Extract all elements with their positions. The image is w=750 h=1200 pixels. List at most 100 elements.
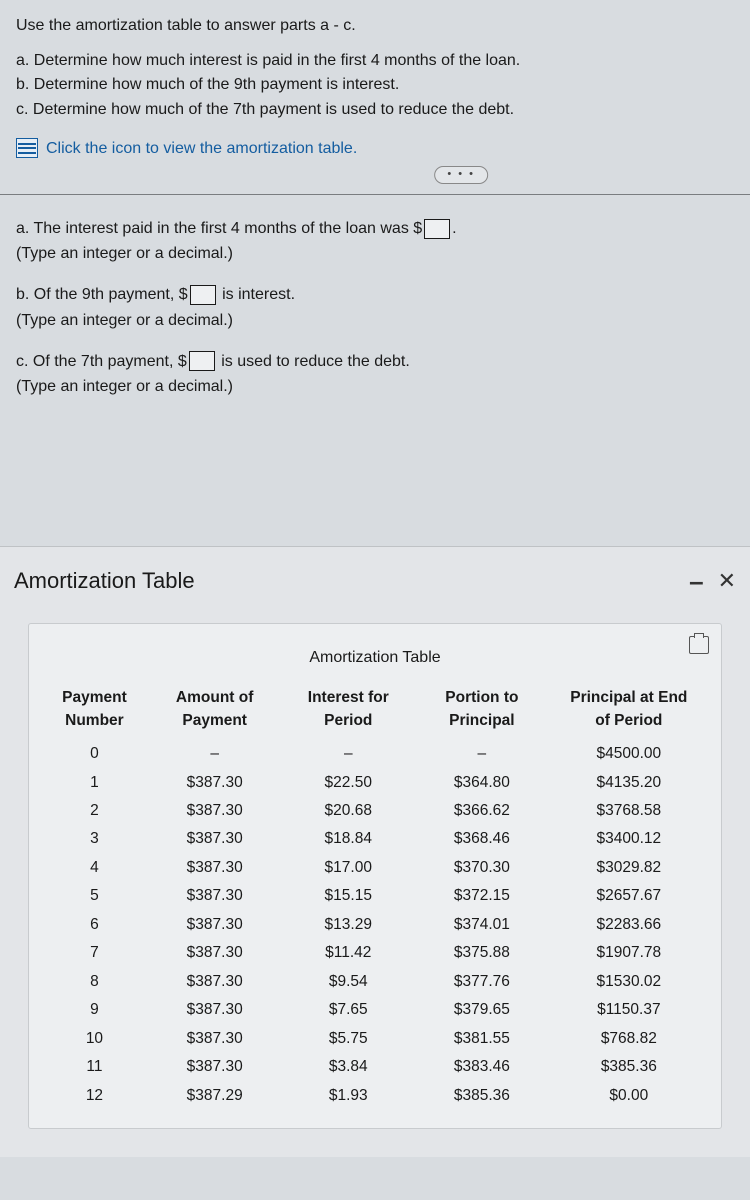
answer-b-input[interactable] — [190, 285, 216, 305]
table-cell: 10 — [41, 1025, 148, 1053]
table-cell: 5 — [41, 882, 148, 910]
table-cell: 1 — [41, 769, 148, 797]
table-cell: $4135.20 — [549, 769, 709, 797]
table-row: 6$387.30$13.29$374.01$2283.66 — [41, 911, 709, 939]
table-cell: $387.30 — [148, 939, 282, 967]
answer-c-hint: (Type an integer or a decimal.) — [16, 375, 734, 398]
panel-title: Amortization Table — [14, 565, 195, 597]
table-cell: $2283.66 — [549, 911, 709, 939]
table-cell: $387.30 — [148, 911, 282, 939]
table-header-cell: PaymentNumber — [41, 683, 148, 740]
ellipsis-pill[interactable]: • • • — [434, 166, 488, 184]
table-row: 2$387.30$20.68$366.62$3768.58 — [41, 797, 709, 825]
table-row: 4$387.30$17.00$370.30$3029.82 — [41, 854, 709, 882]
table-cell: $2657.67 — [549, 882, 709, 910]
table-cell: $375.88 — [415, 939, 549, 967]
table-cell: $374.01 — [415, 911, 549, 939]
table-container: Amortization Table PaymentNumberAmount o… — [28, 623, 722, 1129]
view-table-link[interactable]: Click the icon to view the amortization … — [46, 137, 357, 160]
answer-c: c. Of the 7th payment, $ is used to redu… — [16, 350, 734, 398]
table-cell: $366.62 — [415, 797, 549, 825]
answer-c-pre: c. Of the 7th payment, $ — [16, 353, 187, 370]
answer-b: b. Of the 9th payment, $ is interest. (T… — [16, 283, 734, 331]
table-cell: $387.30 — [148, 968, 282, 996]
table-row: 1$387.30$22.50$364.80$4135.20 — [41, 769, 709, 797]
table-cell: $13.29 — [281, 911, 415, 939]
table-cell: $385.36 — [549, 1053, 709, 1081]
divider: • • • — [16, 166, 734, 184]
question-list: a. Determine how much interest is paid i… — [16, 49, 734, 121]
question-c: c. Determine how much of the 7th payment… — [16, 98, 734, 121]
table-cell: $385.36 — [415, 1082, 549, 1110]
minimize-icon[interactable]: – — [689, 568, 703, 594]
table-cell: $11.42 — [281, 939, 415, 967]
answer-a-input[interactable] — [424, 219, 450, 239]
table-cell: $370.30 — [415, 854, 549, 882]
table-cell: $0.00 — [549, 1082, 709, 1110]
table-cell: 11 — [41, 1053, 148, 1081]
table-cell: 0 — [41, 740, 148, 768]
table-cell: $377.76 — [415, 968, 549, 996]
table-cell: 6 — [41, 911, 148, 939]
table-cell: $3400.12 — [549, 825, 709, 853]
table-cell: $5.75 — [281, 1025, 415, 1053]
table-cell: $3768.58 — [549, 797, 709, 825]
table-cell: $17.00 — [281, 854, 415, 882]
table-cell: $18.84 — [281, 825, 415, 853]
table-cell: $364.80 — [415, 769, 549, 797]
table-row: 10$387.30$5.75$381.55$768.82 — [41, 1025, 709, 1053]
table-header-cell: Interest forPeriod — [281, 683, 415, 740]
table-cell: $387.30 — [148, 825, 282, 853]
table-cell: $372.15 — [415, 882, 549, 910]
table-cell: $1150.37 — [549, 996, 709, 1024]
table-cell: $768.82 — [549, 1025, 709, 1053]
table-cell: $9.54 — [281, 968, 415, 996]
table-cell: – — [148, 740, 282, 768]
table-cell: 8 — [41, 968, 148, 996]
question-b: b. Determine how much of the 9th payment… — [16, 73, 734, 96]
table-cell: $368.46 — [415, 825, 549, 853]
answer-b-hint: (Type an integer or a decimal.) — [16, 309, 734, 332]
table-cell: $387.30 — [148, 882, 282, 910]
table-cell: $387.29 — [148, 1082, 282, 1110]
table-cell: $15.15 — [281, 882, 415, 910]
table-cell: $387.30 — [148, 797, 282, 825]
amortization-table: PaymentNumberAmount ofPaymentInterest fo… — [41, 683, 709, 1110]
table-cell: $383.46 — [415, 1053, 549, 1081]
table-cell: $387.30 — [148, 769, 282, 797]
table-cell: $387.30 — [148, 854, 282, 882]
table-cell: $387.30 — [148, 996, 282, 1024]
table-row: 12$387.29$1.93$385.36$0.00 — [41, 1082, 709, 1110]
question-section: Use the amortization table to answer par… — [0, 0, 750, 195]
table-cell: 7 — [41, 939, 148, 967]
table-title: Amortization Table — [41, 646, 709, 669]
question-a: a. Determine how much interest is paid i… — [16, 49, 734, 72]
answer-a-hint: (Type an integer or a decimal.) — [16, 242, 734, 265]
table-cell: $22.50 — [281, 769, 415, 797]
answer-c-post: is used to reduce the debt. — [217, 353, 410, 370]
table-row: 0–––$4500.00 — [41, 740, 709, 768]
table-cell: $3.84 — [281, 1053, 415, 1081]
table-header-cell: Amount ofPayment — [148, 683, 282, 740]
answer-a: a. The interest paid in the first 4 mont… — [16, 217, 734, 265]
table-cell: $387.30 — [148, 1053, 282, 1081]
answer-c-input[interactable] — [189, 351, 215, 371]
table-cell: $20.68 — [281, 797, 415, 825]
answer-b-pre: b. Of the 9th payment, $ — [16, 286, 188, 303]
table-cell: $7.65 — [281, 996, 415, 1024]
table-header-cell: Portion toPrincipal — [415, 683, 549, 740]
table-icon[interactable] — [16, 138, 38, 158]
intro-text: Use the amortization table to answer par… — [16, 14, 734, 37]
table-cell: $1907.78 — [549, 939, 709, 967]
close-icon[interactable]: ✕ — [718, 570, 736, 592]
table-row: 11$387.30$3.84$383.46$385.36 — [41, 1053, 709, 1081]
answer-a-post: . — [452, 220, 456, 237]
table-cell: $3029.82 — [549, 854, 709, 882]
table-cell: – — [415, 740, 549, 768]
table-cell: 2 — [41, 797, 148, 825]
table-row: 7$387.30$11.42$375.88$1907.78 — [41, 939, 709, 967]
table-cell: 4 — [41, 854, 148, 882]
view-table-row: Click the icon to view the amortization … — [16, 137, 734, 160]
print-icon[interactable] — [689, 636, 709, 654]
table-cell: $1.93 — [281, 1082, 415, 1110]
